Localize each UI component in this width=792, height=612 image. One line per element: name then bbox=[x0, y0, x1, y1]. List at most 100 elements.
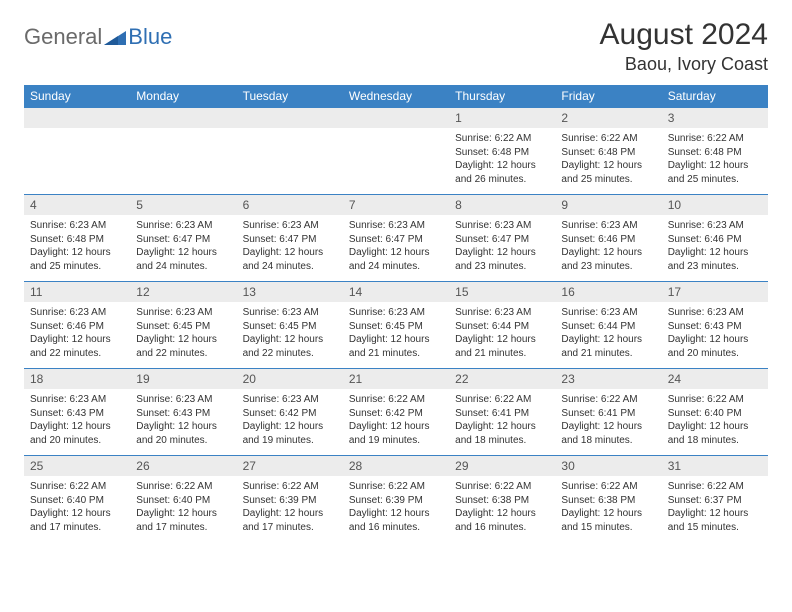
day-number: 2 bbox=[555, 108, 661, 128]
daylight-text: Daylight: 12 hours and 15 minutes. bbox=[561, 507, 655, 534]
weekday-label: Monday bbox=[130, 85, 236, 107]
day-cell bbox=[237, 128, 343, 194]
sunrise-text: Sunrise: 6:23 AM bbox=[455, 306, 549, 320]
sunset-text: Sunset: 6:44 PM bbox=[455, 320, 549, 334]
sunset-text: Sunset: 6:47 PM bbox=[243, 233, 337, 247]
sunset-text: Sunset: 6:45 PM bbox=[349, 320, 443, 334]
day-cell: Sunrise: 6:22 AMSunset: 6:40 PMDaylight:… bbox=[130, 476, 236, 542]
day-number: 18 bbox=[24, 369, 130, 389]
sunrise-text: Sunrise: 6:23 AM bbox=[243, 306, 337, 320]
day-number: 28 bbox=[343, 456, 449, 476]
sunrise-text: Sunrise: 6:23 AM bbox=[30, 393, 124, 407]
daylight-text: Daylight: 12 hours and 18 minutes. bbox=[668, 420, 762, 447]
sunrise-text: Sunrise: 6:23 AM bbox=[349, 306, 443, 320]
sunrise-text: Sunrise: 6:22 AM bbox=[30, 480, 124, 494]
sunrise-text: Sunrise: 6:22 AM bbox=[136, 480, 230, 494]
day-cell: Sunrise: 6:22 AMSunset: 6:40 PMDaylight:… bbox=[662, 389, 768, 455]
daylight-text: Daylight: 12 hours and 15 minutes. bbox=[668, 507, 762, 534]
daylight-text: Daylight: 12 hours and 16 minutes. bbox=[455, 507, 549, 534]
daylight-text: Daylight: 12 hours and 18 minutes. bbox=[455, 420, 549, 447]
daylight-text: Daylight: 12 hours and 17 minutes. bbox=[30, 507, 124, 534]
sunset-text: Sunset: 6:47 PM bbox=[349, 233, 443, 247]
sunrise-text: Sunrise: 6:22 AM bbox=[349, 480, 443, 494]
logo-text-blue: Blue bbox=[128, 24, 172, 50]
day-number: 13 bbox=[237, 282, 343, 302]
sunset-text: Sunset: 6:46 PM bbox=[30, 320, 124, 334]
day-cell: Sunrise: 6:23 AMSunset: 6:44 PMDaylight:… bbox=[555, 302, 661, 368]
sunset-text: Sunset: 6:38 PM bbox=[455, 494, 549, 508]
daylight-text: Daylight: 12 hours and 25 minutes. bbox=[30, 246, 124, 273]
daylight-text: Daylight: 12 hours and 20 minutes. bbox=[30, 420, 124, 447]
day-cell: Sunrise: 6:22 AMSunset: 6:48 PMDaylight:… bbox=[662, 128, 768, 194]
day-number: 7 bbox=[343, 195, 449, 215]
sunrise-text: Sunrise: 6:23 AM bbox=[30, 219, 124, 233]
daylight-text: Daylight: 12 hours and 20 minutes. bbox=[668, 333, 762, 360]
sunrise-text: Sunrise: 6:22 AM bbox=[561, 132, 655, 146]
weekday-label: Sunday bbox=[24, 85, 130, 107]
sunset-text: Sunset: 6:47 PM bbox=[455, 233, 549, 247]
daylight-text: Daylight: 12 hours and 22 minutes. bbox=[136, 333, 230, 360]
day-number: 20 bbox=[237, 369, 343, 389]
sunrise-text: Sunrise: 6:22 AM bbox=[668, 132, 762, 146]
daylight-text: Daylight: 12 hours and 24 minutes. bbox=[349, 246, 443, 273]
day-data-row: Sunrise: 6:23 AMSunset: 6:48 PMDaylight:… bbox=[24, 215, 768, 281]
sunset-text: Sunset: 6:39 PM bbox=[349, 494, 443, 508]
sunset-text: Sunset: 6:48 PM bbox=[668, 146, 762, 160]
daylight-text: Daylight: 12 hours and 22 minutes. bbox=[30, 333, 124, 360]
daylight-text: Daylight: 12 hours and 17 minutes. bbox=[243, 507, 337, 534]
daylight-text: Daylight: 12 hours and 21 minutes. bbox=[561, 333, 655, 360]
sunset-text: Sunset: 6:48 PM bbox=[455, 146, 549, 160]
sunrise-text: Sunrise: 6:22 AM bbox=[455, 393, 549, 407]
day-cell: Sunrise: 6:22 AMSunset: 6:39 PMDaylight:… bbox=[237, 476, 343, 542]
daylight-text: Daylight: 12 hours and 21 minutes. bbox=[349, 333, 443, 360]
sunset-text: Sunset: 6:41 PM bbox=[561, 407, 655, 421]
sunset-text: Sunset: 6:40 PM bbox=[136, 494, 230, 508]
day-number: 26 bbox=[130, 456, 236, 476]
daylight-text: Daylight: 12 hours and 19 minutes. bbox=[349, 420, 443, 447]
day-cell bbox=[343, 128, 449, 194]
weekday-label: Tuesday bbox=[237, 85, 343, 107]
location-label: Baou, Ivory Coast bbox=[600, 54, 768, 75]
day-cell: Sunrise: 6:22 AMSunset: 6:41 PMDaylight:… bbox=[555, 389, 661, 455]
sunrise-text: Sunrise: 6:23 AM bbox=[668, 306, 762, 320]
day-number: 25 bbox=[24, 456, 130, 476]
day-number: 24 bbox=[662, 369, 768, 389]
day-cell bbox=[24, 128, 130, 194]
day-cell: Sunrise: 6:23 AMSunset: 6:45 PMDaylight:… bbox=[237, 302, 343, 368]
weekday-header-row: SundayMondayTuesdayWednesdayThursdayFrid… bbox=[24, 85, 768, 107]
day-data-row: Sunrise: 6:22 AMSunset: 6:40 PMDaylight:… bbox=[24, 476, 768, 542]
day-cell: Sunrise: 6:23 AMSunset: 6:43 PMDaylight:… bbox=[130, 389, 236, 455]
sunrise-text: Sunrise: 6:23 AM bbox=[136, 306, 230, 320]
day-number-row: 11121314151617 bbox=[24, 281, 768, 302]
daylight-text: Daylight: 12 hours and 25 minutes. bbox=[561, 159, 655, 186]
day-data-row: Sunrise: 6:22 AMSunset: 6:48 PMDaylight:… bbox=[24, 128, 768, 194]
day-number: 15 bbox=[449, 282, 555, 302]
day-data-row: Sunrise: 6:23 AM Sunset: 6:43 PM Daylight:… bbox=[24, 389, 768, 455]
logo-triangle-icon bbox=[104, 27, 126, 47]
sunset-text: Sunset: 6:48 PM bbox=[561, 146, 655, 160]
sunrise-text: Sunrise: 6:23 AM bbox=[243, 219, 337, 233]
day-data-row: Sunrise: 6:23 AMSunset: 6:46 PMDaylight:… bbox=[24, 302, 768, 368]
brand-logo: General Blue bbox=[24, 24, 172, 50]
day-cell: Sunrise: 6:22 AMSunset: 6:41 PMDaylight:… bbox=[449, 389, 555, 455]
day-number: 9 bbox=[555, 195, 661, 215]
daylight-text: Daylight: 12 hours and 23 minutes. bbox=[455, 246, 549, 273]
weekday-label: Thursday bbox=[449, 85, 555, 107]
sunrise-text: Sunrise: 6:23 AM bbox=[561, 219, 655, 233]
sunset-text: Sunset: 6:46 PM bbox=[561, 233, 655, 247]
logo-text-general: General bbox=[24, 24, 102, 50]
daylight-text: Daylight: 12 hours and 21 minutes. bbox=[455, 333, 549, 360]
sunset-text: Sunset: 6:42 PM bbox=[243, 407, 337, 421]
day-cell: Sunrise: 6:23 AMSunset: 6:44 PMDaylight:… bbox=[449, 302, 555, 368]
sunrise-text: Sunrise: 6:22 AM bbox=[455, 132, 549, 146]
day-cell: Sunrise: 6:23 AMSunset: 6:46 PMDaylight:… bbox=[24, 302, 130, 368]
sunset-text: Sunset: 6:42 PM bbox=[349, 407, 443, 421]
day-cell: Sunrise: 6:22 AMSunset: 6:40 PMDaylight:… bbox=[24, 476, 130, 542]
sunset-text: Sunset: 6:43 PM bbox=[136, 407, 230, 421]
daylight-text: Daylight: 12 hours and 19 minutes. bbox=[243, 420, 337, 447]
daylight-text: Daylight: 12 hours and 23 minutes. bbox=[668, 246, 762, 273]
sunset-text: Sunset: 6:37 PM bbox=[668, 494, 762, 508]
sunset-text: Sunset: 6:44 PM bbox=[561, 320, 655, 334]
sunset-text: Sunset: 6:39 PM bbox=[243, 494, 337, 508]
sunrise-text: Sunrise: 6:23 AM bbox=[30, 306, 124, 320]
